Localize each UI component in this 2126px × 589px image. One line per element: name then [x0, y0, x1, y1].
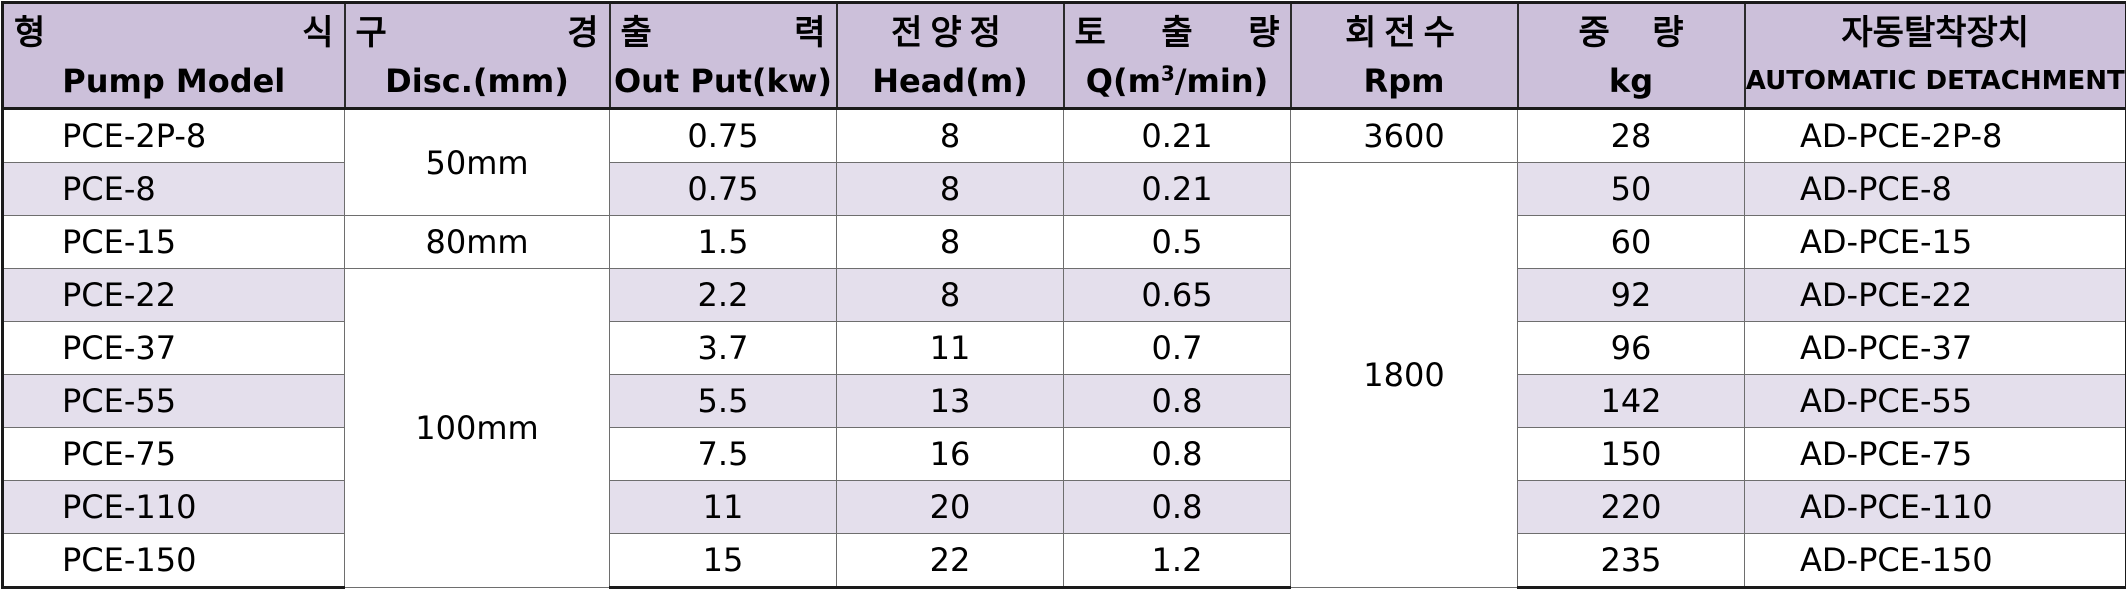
flow-unit-prefix: Q(m [1086, 62, 1161, 100]
auto-detach-cell: AD-PCE-110 [1745, 481, 2126, 534]
head-cell: 22 [837, 534, 1064, 588]
model-cell: PCE-8 [3, 163, 345, 216]
flow-cell: 0.65 [1064, 269, 1291, 322]
output-cell: 1.5 [610, 216, 837, 269]
flow-cell: 0.8 [1064, 428, 1291, 481]
model-cell: PCE-75 [3, 428, 345, 481]
output-cell: 2.2 [610, 269, 837, 322]
auto-detach-cell: AD-PCE-75 [1745, 428, 2126, 481]
header-row-english: Pump Model Disc.(mm) Out Put(kw) Head(m)… [3, 54, 2126, 109]
header-kr-weight: 중 량 [1518, 3, 1745, 55]
head-cell: 8 [837, 269, 1064, 322]
auto-detach-cell: AD-PCE-22 [1745, 269, 2126, 322]
disc-cell: 80mm [345, 216, 610, 269]
model-cell: PCE-110 [3, 481, 345, 534]
header-en-head: Head(m) [837, 54, 1064, 109]
header-en-disc: Disc.(mm) [345, 54, 610, 109]
table-row: PCE-15 80mm 1.5 8 0.5 60 AD-PCE-15 [3, 216, 2126, 269]
weight-cell: 150 [1518, 428, 1745, 481]
model-cell: PCE-2P-8 [3, 109, 345, 163]
header-en-model: Pump Model [3, 54, 345, 109]
output-cell: 11 [610, 481, 837, 534]
head-cell: 11 [837, 322, 1064, 375]
output-cell: 7.5 [610, 428, 837, 481]
weight-cell: 60 [1518, 216, 1745, 269]
header-kr-rpm: 회전수 [1291, 3, 1518, 55]
auto-detach-cell: AD-PCE-37 [1745, 322, 2126, 375]
head-cell: 8 [837, 163, 1064, 216]
weight-cell: 92 [1518, 269, 1745, 322]
flow-cell: 0.8 [1064, 375, 1291, 428]
header-en-weight: kg [1518, 54, 1745, 109]
weight-cell: 235 [1518, 534, 1745, 588]
table-row: PCE-2P-8 50mm 0.75 8 0.21 3600 28 AD-PCE… [3, 109, 2126, 163]
head-cell: 16 [837, 428, 1064, 481]
output-cell: 3.7 [610, 322, 837, 375]
header-kr-auto: 자동탈착장치 [1745, 3, 2126, 55]
output-cell: 0.75 [610, 109, 837, 163]
model-cell: PCE-37 [3, 322, 345, 375]
table-row: PCE-55 5.5 13 0.8 142 AD-PCE-55 [3, 375, 2126, 428]
header-en-flow: Q(m3/min) [1064, 54, 1291, 109]
header-row-korean: 형 식 구 경 출 력 전양정 토 출 량 회전수 중 량 자동탈착장치 [3, 3, 2126, 55]
auto-detach-cell: AD-PCE-2P-8 [1745, 109, 2126, 163]
head-cell: 20 [837, 481, 1064, 534]
auto-detach-cell: AD-PCE-8 [1745, 163, 2126, 216]
header-kr-head: 전양정 [837, 3, 1064, 55]
head-cell: 13 [837, 375, 1064, 428]
model-cell: PCE-55 [3, 375, 345, 428]
header-kr-output: 출 력 [610, 3, 837, 55]
table-row: PCE-75 7.5 16 0.8 150 AD-PCE-75 [3, 428, 2126, 481]
table-row: PCE-110 11 20 0.8 220 AD-PCE-110 [3, 481, 2126, 534]
model-cell: PCE-15 [3, 216, 345, 269]
weight-cell: 50 [1518, 163, 1745, 216]
disc-cell: 50mm [345, 109, 610, 216]
flow-cell: 0.21 [1064, 109, 1291, 163]
flow-cell: 0.21 [1064, 163, 1291, 216]
head-cell: 8 [837, 216, 1064, 269]
weight-cell: 142 [1518, 375, 1745, 428]
header-en-auto: AUTOMATIC DETACHMENT [1745, 54, 2126, 109]
output-cell: 15 [610, 534, 837, 588]
header-en-rpm: Rpm [1291, 54, 1518, 109]
disc-cell: 100mm [345, 269, 610, 588]
model-cell: PCE-22 [3, 269, 345, 322]
header-en-output: Out Put(kw) [610, 54, 837, 109]
flow-unit-suffix: /min) [1175, 62, 1268, 100]
table-row: PCE-37 3.7 11 0.7 96 AD-PCE-37 [3, 322, 2126, 375]
flow-cell: 0.5 [1064, 216, 1291, 269]
header-kr-flow: 토 출 량 [1064, 3, 1291, 55]
header-kr-disc: 구 경 [345, 3, 610, 55]
header-kr-model: 형 식 [3, 3, 345, 55]
auto-detach-cell: AD-PCE-150 [1745, 534, 2126, 588]
flow-cell: 0.7 [1064, 322, 1291, 375]
weight-cell: 220 [1518, 481, 1745, 534]
flow-cell: 0.8 [1064, 481, 1291, 534]
output-cell: 0.75 [610, 163, 837, 216]
output-cell: 5.5 [610, 375, 837, 428]
table-row: PCE-8 0.75 8 0.21 1800 50 AD-PCE-8 [3, 163, 2126, 216]
auto-detach-cell: AD-PCE-15 [1745, 216, 2126, 269]
weight-cell: 96 [1518, 322, 1745, 375]
rpm-cell: 3600 [1291, 109, 1518, 163]
flow-cell: 1.2 [1064, 534, 1291, 588]
rpm-cell: 1800 [1291, 163, 1518, 588]
head-cell: 8 [837, 109, 1064, 163]
auto-detach-cell: AD-PCE-55 [1745, 375, 2126, 428]
table-row: PCE-150 15 22 1.2 235 AD-PCE-150 [3, 534, 2126, 588]
table-row: PCE-22 100mm 2.2 8 0.65 92 AD-PCE-22 [3, 269, 2126, 322]
weight-cell: 28 [1518, 109, 1745, 163]
flow-unit-exponent: 3 [1161, 61, 1175, 85]
model-cell: PCE-150 [3, 534, 345, 588]
